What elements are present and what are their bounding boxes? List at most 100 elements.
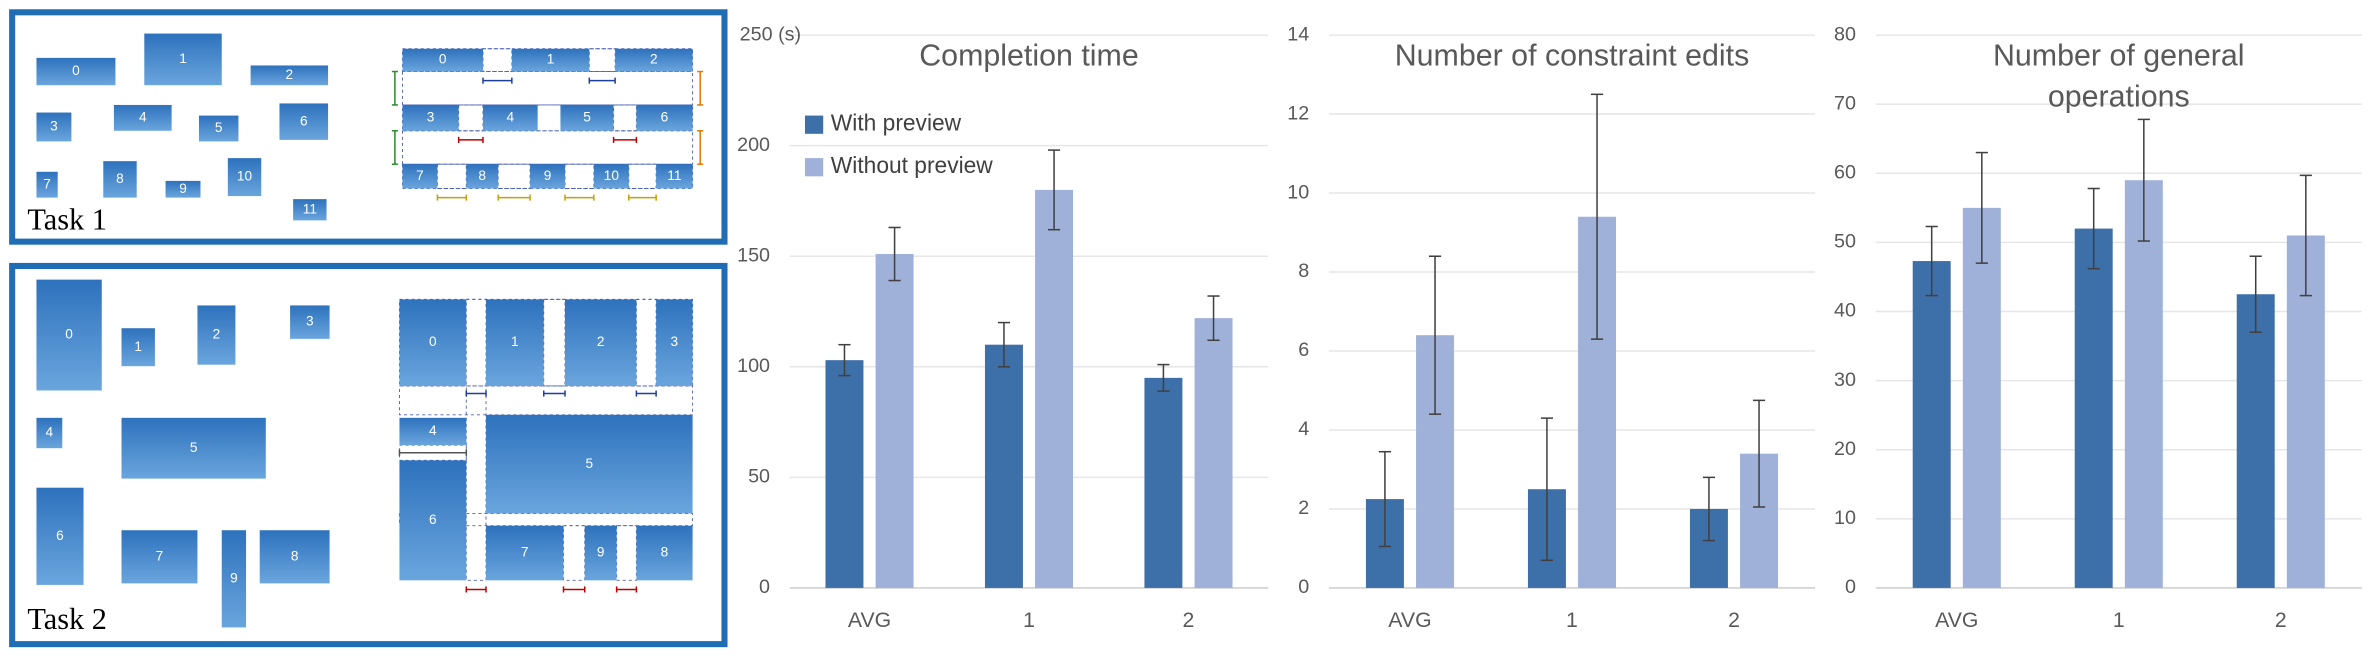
- error-bar: [1378, 450, 1391, 548]
- bar: [875, 254, 914, 588]
- error-bar: [2137, 118, 2150, 242]
- aligned-box: [584, 525, 617, 581]
- chart-title-box: Completion time: [919, 39, 1139, 74]
- aligned-box: [656, 299, 693, 386]
- box-label: 6: [56, 528, 64, 543]
- x-tick-label: 1: [2113, 608, 2125, 632]
- layout-box: [36, 112, 72, 142]
- error-bar: [2299, 174, 2312, 297]
- box-label: 3: [50, 119, 58, 134]
- aligned-box: [593, 164, 629, 189]
- chart-title: Number of constraint edits: [1394, 39, 1750, 74]
- guide-line: [497, 163, 531, 189]
- error-bar: [1702, 476, 1716, 542]
- box-label: 3: [427, 109, 435, 124]
- panel-frame: [9, 9, 728, 245]
- box-label: 2: [650, 52, 658, 67]
- bar: [984, 344, 1023, 588]
- box-label: 1: [134, 339, 142, 354]
- box-label: 10: [237, 169, 253, 184]
- y-tick-label: 2: [1298, 497, 1309, 519]
- error-bar: [1925, 225, 1938, 297]
- y-tick-label: 6: [1298, 339, 1309, 361]
- aligned-box: [565, 299, 637, 386]
- box-label: 0: [65, 327, 73, 342]
- box-label: 9: [544, 168, 552, 183]
- bar: [1194, 318, 1233, 588]
- y-tick-label: 20: [1834, 438, 1856, 460]
- layout-box: [121, 328, 155, 367]
- error-bar: [838, 343, 851, 377]
- chart-title: Completion time: [919, 39, 1139, 74]
- layout-box: [227, 158, 262, 197]
- y-tick-label: 8: [1298, 260, 1309, 282]
- layout-box: [198, 115, 239, 142]
- bar: [2236, 294, 2275, 588]
- box-label: 2: [213, 327, 221, 342]
- task-label: Task 2: [27, 602, 107, 636]
- layout-box: [197, 305, 236, 365]
- aligned-box: [486, 525, 564, 581]
- x-tick-label: 2: [2275, 608, 2287, 632]
- error-bar: [1428, 255, 1442, 415]
- aligned-box: [402, 48, 483, 72]
- error-bar: [888, 226, 901, 282]
- error-bar: [2087, 187, 2100, 270]
- chart-title-box: Number of general operations: [1992, 39, 2245, 115]
- y-tick-label: 4: [1298, 418, 1309, 440]
- error-bar: [1207, 295, 1220, 342]
- layout-box: [36, 171, 58, 198]
- aligned-box: [402, 164, 438, 189]
- aligned-box: [482, 104, 538, 131]
- guide-line: [635, 298, 657, 387]
- x-tick-label: 1: [1023, 608, 1035, 632]
- y-tick-label: 150: [737, 244, 770, 266]
- guide-line: [613, 104, 637, 132]
- box-label: 2: [286, 67, 294, 82]
- guide-line: [588, 48, 616, 72]
- y-tick-label: 40: [1834, 300, 1856, 322]
- chart-title: Number of general operations: [1992, 39, 2245, 115]
- error-bar: [2249, 255, 2262, 334]
- box-label: 7: [416, 168, 424, 183]
- aligned-box: [466, 164, 499, 189]
- aligned-box: [530, 164, 566, 189]
- box-label: 5: [215, 120, 223, 135]
- chart: 0 10 20 30 40 50 60 70 80 Number of general opera…: [1834, 23, 2362, 632]
- layout-box: [36, 57, 116, 86]
- aligned-box: [656, 164, 693, 189]
- y-tick-label: 50: [748, 466, 770, 488]
- box-label: 4: [139, 109, 147, 124]
- aligned-box: [402, 104, 459, 131]
- box-label: 8: [478, 168, 486, 183]
- x-tick-label: 1: [1566, 608, 1578, 632]
- guide-line: [616, 525, 637, 581]
- layout-box: [221, 530, 247, 628]
- box-label: 1: [179, 51, 187, 66]
- box-label: 5: [190, 440, 198, 455]
- y-tick-label: 14: [1287, 23, 1309, 45]
- panel-frame: [9, 262, 728, 648]
- box-label: 4: [46, 425, 54, 440]
- error-bar: [1540, 417, 1553, 562]
- task-label: Task 1: [27, 202, 107, 236]
- aligned-box: [615, 48, 693, 72]
- y-tick-label: 100: [737, 355, 770, 377]
- guide-line: [543, 298, 566, 387]
- guide-line: [628, 163, 657, 189]
- task-panel: 0 1 2 3 4 5 6 7 8 9 0 1 2 3 4 5 6 7 8 9 Task 2: [9, 262, 728, 648]
- y-tick-label: 70: [1834, 92, 1856, 114]
- box-label: 7: [521, 545, 529, 560]
- box-label: 4: [429, 423, 437, 438]
- box-label: 8: [116, 171, 124, 186]
- y-tick-label: 0: [1298, 576, 1309, 598]
- guide-line: [564, 163, 595, 189]
- x-tick-label: AVG: [848, 608, 891, 632]
- x-tick-label: AVG: [1388, 608, 1431, 632]
- error-bar: [1157, 363, 1170, 392]
- aligned-box: [636, 525, 693, 581]
- layout-box: [121, 530, 198, 584]
- aligned-box: [560, 104, 614, 131]
